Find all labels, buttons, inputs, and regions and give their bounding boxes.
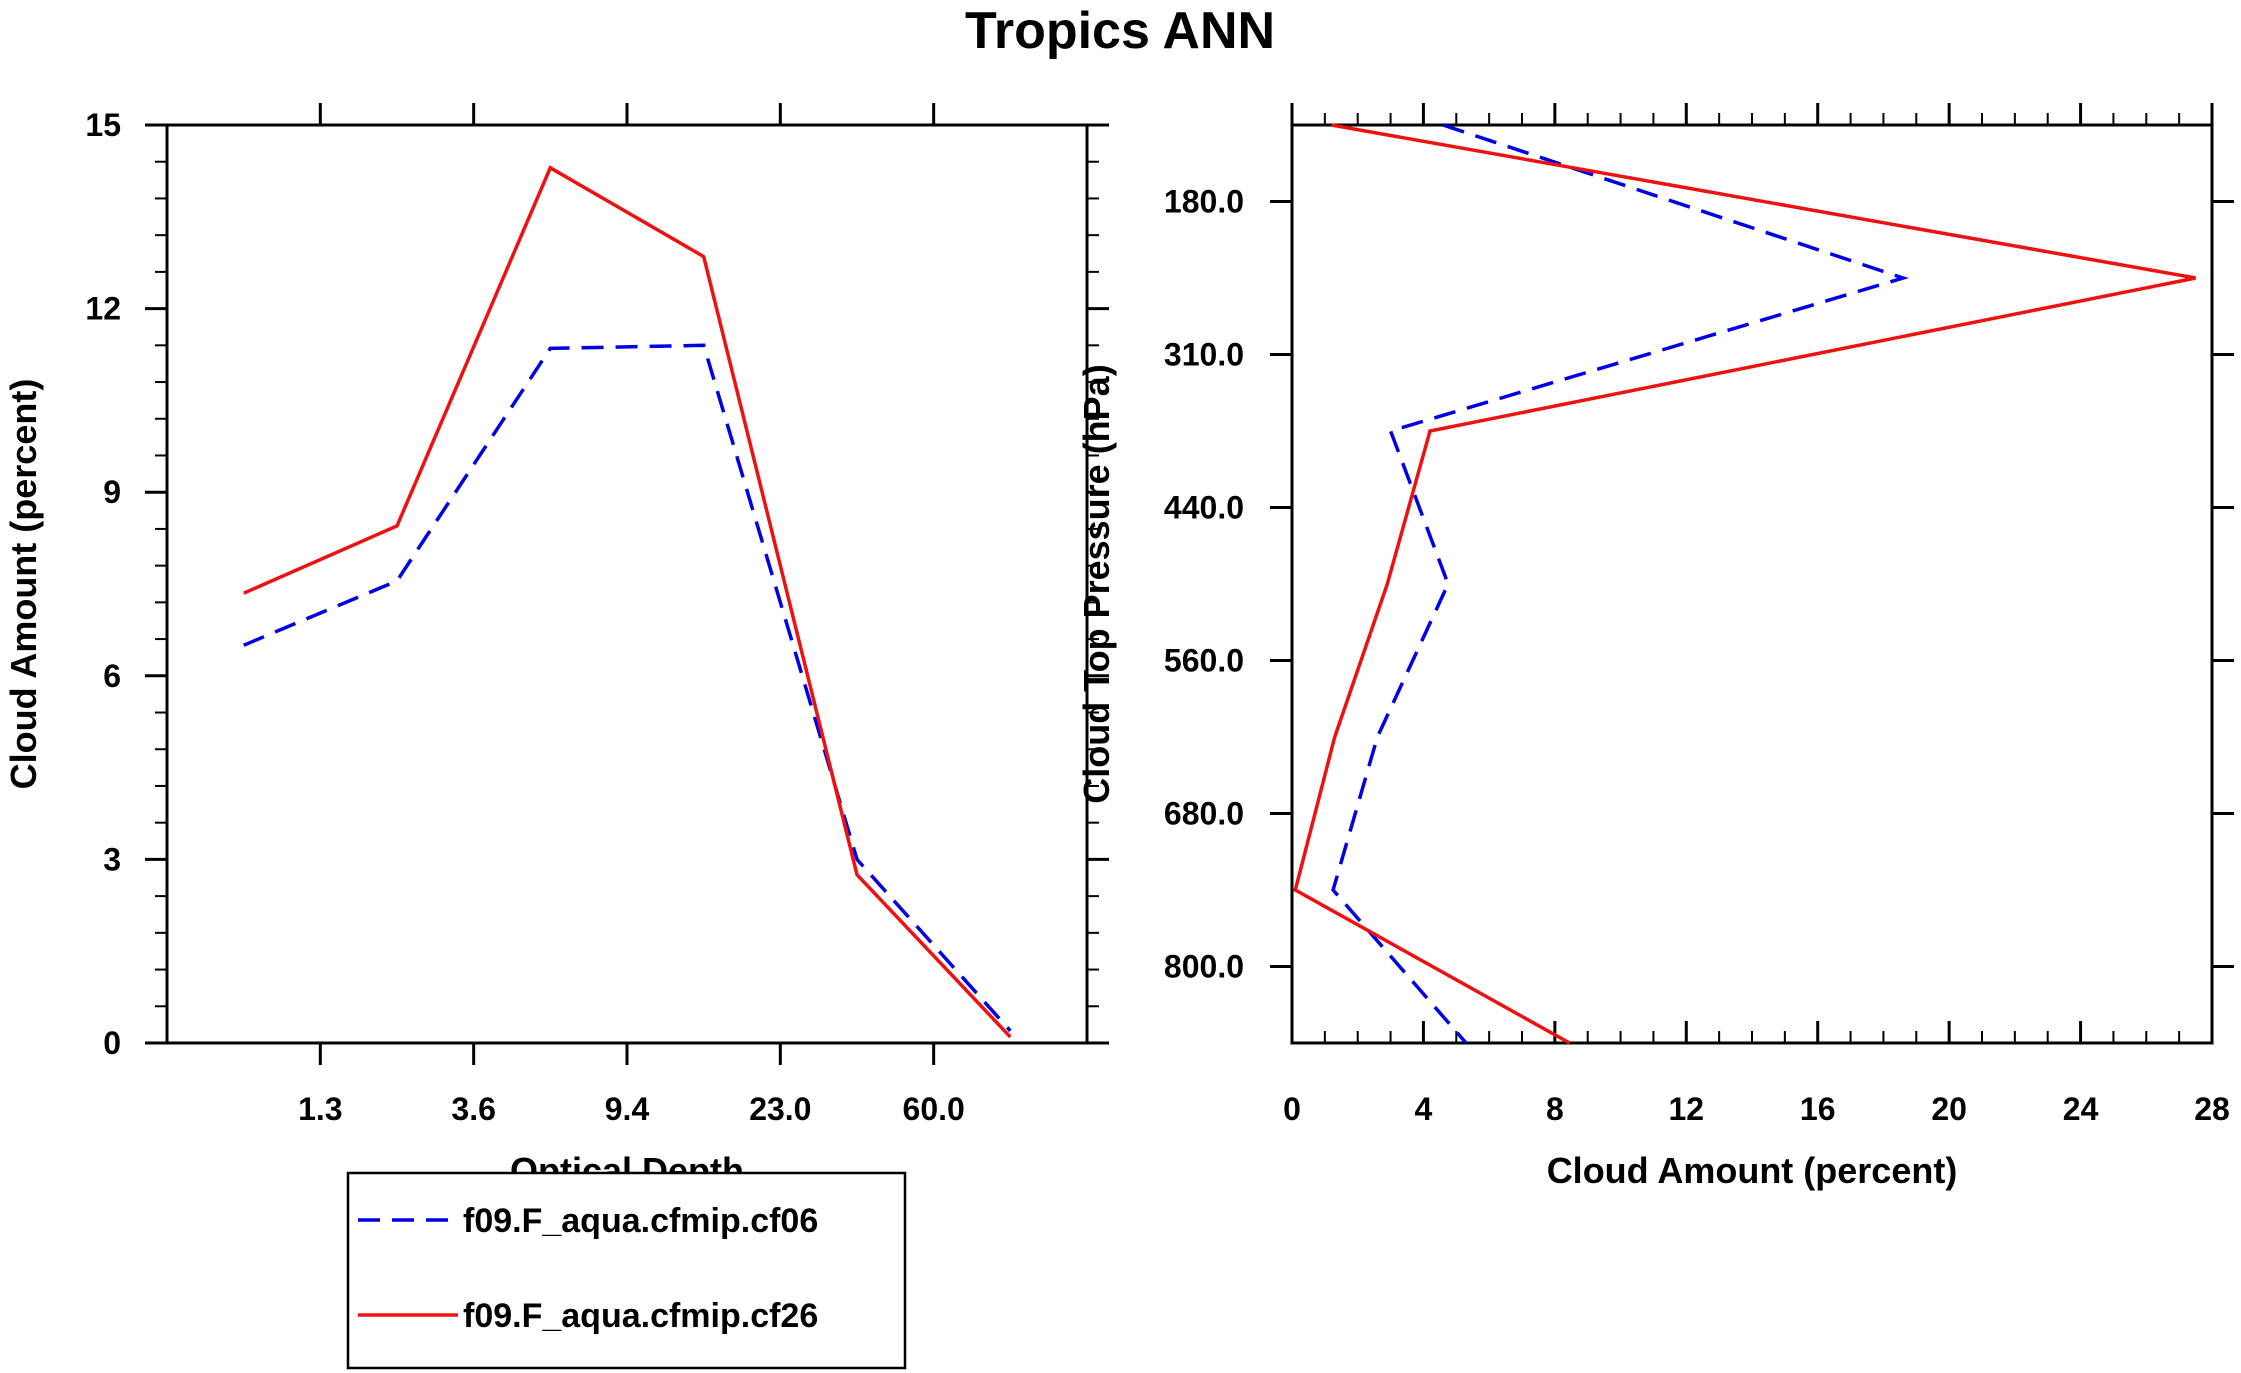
x-tick-label-right: 24 — [2063, 1091, 2099, 1127]
profile-line-cf26 — [1293, 123, 2196, 1045]
profile-line-cf06 — [1331, 123, 1909, 1045]
x-tick-label: 1.3 — [298, 1091, 342, 1127]
x-tick-label-right: 4 — [1415, 1091, 1433, 1127]
legend: f09.F_aqua.cfmip.cf06 f09.F_aqua.cfmip.cf… — [346, 1171, 907, 1370]
plot-frame-right — [1290, 123, 2214, 1045]
y-axis-title-right: Cloud Top Pressure (hPa) — [1076, 364, 1117, 803]
legend-label: f09.F_aqua.cfmip.cf26 — [463, 1297, 818, 1335]
y-tick-label-right: 440.0 — [1164, 490, 1244, 526]
x-tick-label-right: 8 — [1546, 1091, 1564, 1127]
plot-frame-left — [165, 123, 1089, 1045]
x-axis-title-right: Cloud Amount (percent) — [1547, 1150, 1958, 1191]
y-tick-label: 15 — [85, 107, 121, 143]
y-tick-label-right: 560.0 — [1164, 643, 1244, 679]
y-tick-label: 0 — [103, 1025, 121, 1061]
x-tick-label-right: 16 — [1800, 1091, 1836, 1127]
y-tick-label-right: 310.0 — [1164, 337, 1244, 373]
x-tick-label: 9.4 — [605, 1091, 650, 1127]
y-tick-label: 12 — [85, 291, 121, 327]
series-line-cf26 — [242, 165, 1012, 1039]
x-tick-label: 60.0 — [903, 1091, 965, 1127]
x-tick-label-right: 12 — [1668, 1091, 1704, 1127]
legend-box — [346, 1171, 907, 1370]
y-tick-label: 9 — [103, 474, 121, 510]
x-tick-label: 23.0 — [749, 1091, 811, 1127]
y-tick-label-right: 680.0 — [1164, 796, 1244, 832]
y-tick-label-right: 180.0 — [1164, 184, 1244, 220]
legend-label: f09.F_aqua.cfmip.cf06 — [463, 1202, 818, 1240]
x-tick-label: 3.6 — [451, 1091, 495, 1127]
y-tick-label: 6 — [103, 658, 121, 694]
y-tick-label-right: 800.0 — [1164, 949, 1244, 985]
y-axis-title-left: Cloud Amount (percent) — [3, 379, 44, 790]
series-line-cf06 — [243, 343, 1012, 1032]
x-tick-label-right: 28 — [2194, 1091, 2230, 1127]
x-tick-label-right: 20 — [1931, 1091, 1967, 1127]
x-tick-label-right: 0 — [1283, 1091, 1301, 1127]
chart-title: Tropics ANN — [965, 2, 1275, 60]
y-tick-label: 3 — [103, 841, 121, 877]
right-panel: 0 4 8 12 16 20 24 28 180.0 310.0 440.0 560.0 680.0 80… — [1076, 103, 2234, 1191]
